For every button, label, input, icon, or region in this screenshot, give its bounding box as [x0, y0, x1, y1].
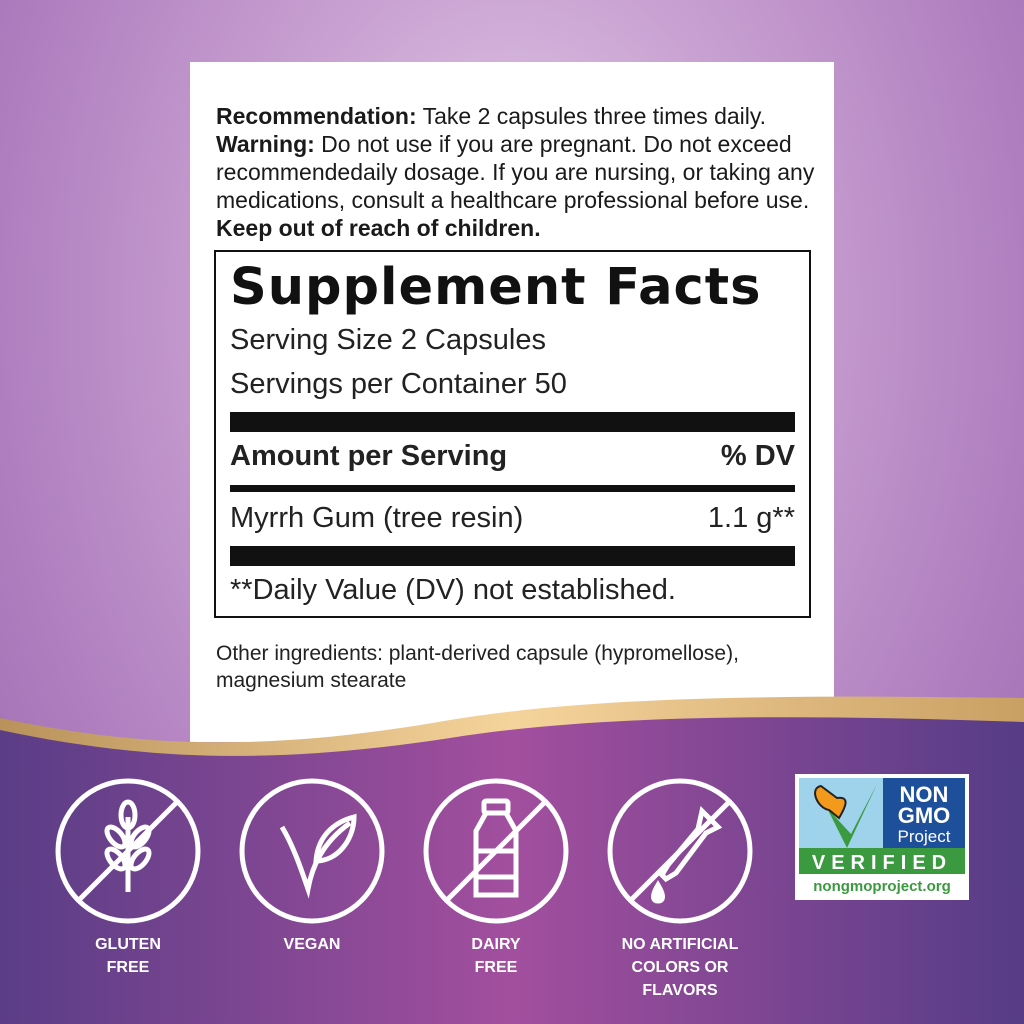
wave-banner: [0, 696, 1024, 1024]
milk-bottle-crossed-icon: [423, 778, 569, 924]
non-gmo-verified-logo: NON GMO Project VERIFIED nongmoproject.o…: [795, 774, 969, 900]
dropper-crossed-icon: [607, 778, 753, 924]
amount-header: Amount per Serving: [230, 440, 508, 472]
dv-header: % DV: [720, 440, 795, 472]
badge-label: VEGAN: [283, 936, 341, 953]
footnote: **Daily Value (DV) not established.: [230, 574, 676, 606]
thick-divider: [230, 546, 795, 566]
supplement-facts-panel: Supplement Facts Serving Size 2 Capsules…: [214, 250, 811, 618]
wheat-crossed-icon: [55, 778, 201, 924]
ingredient-row: Myrrh Gum (tree resin) 1.1 g**: [230, 502, 795, 535]
divider: [230, 485, 795, 492]
servings-per-container: Servings per Container 50: [230, 368, 567, 400]
facts-title: Supplement Facts: [230, 258, 762, 317]
other-ingredients: Other ingredients: plant-derived capsule…: [216, 642, 739, 692]
supplement-label: Recommendation: Take 2 capsules three ti…: [190, 62, 834, 742]
recommendation-text: Recommendation: Take 2 capsules three ti…: [216, 103, 815, 241]
ingredient-name: Myrrh Gum (tree resin): [230, 502, 524, 534]
badge-label: NO ARTIFICIAL COLORS OR FLAVORS: [621, 936, 739, 999]
badge-label: DAIRY FREE: [471, 936, 521, 976]
svg-text:NON: NON: [900, 782, 949, 807]
svg-text:VERIFIED: VERIFIED: [812, 852, 952, 874]
serving-size: Serving Size 2 Capsules: [230, 324, 546, 356]
ingredient-amount: 1.1 g**: [707, 502, 795, 534]
badge-label: GLUTEN FREE: [95, 936, 161, 976]
svg-text:nongmoproject.org: nongmoproject.org: [813, 878, 951, 895]
amount-header-row: Amount per Serving % DV: [230, 440, 795, 473]
leaf-icon: [239, 778, 385, 924]
svg-text:Project: Project: [898, 827, 951, 846]
svg-text:GMO: GMO: [898, 803, 951, 828]
thick-divider: [230, 412, 795, 432]
